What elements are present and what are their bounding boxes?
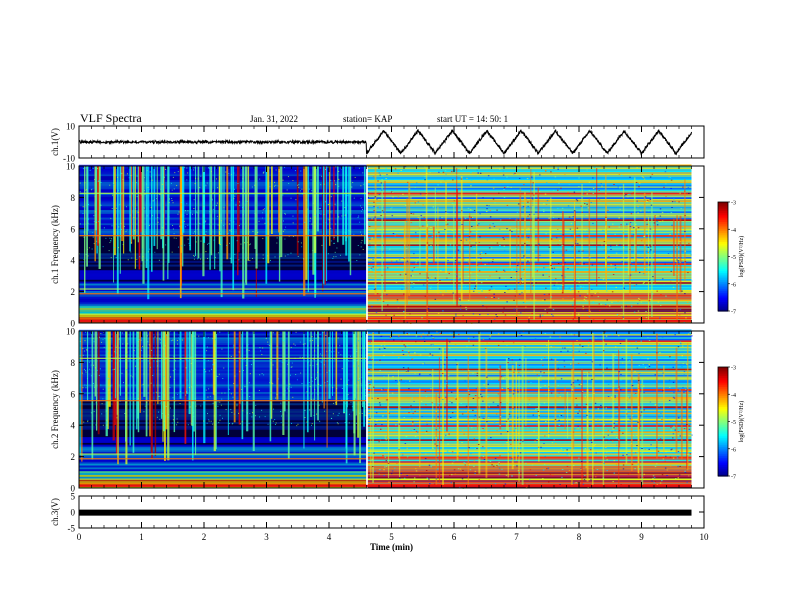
y-tick-label: 0	[71, 484, 76, 494]
ch1-spectrogram-ylabel: ch.1 Frequency (kHz)	[50, 205, 60, 284]
spectrogram-nodata	[691, 166, 704, 323]
ch3-waveform-ylabel: ch.3(V)	[50, 498, 60, 526]
y-tick-label: -10	[63, 154, 75, 164]
x-tick-label: 6	[452, 532, 457, 542]
x-axis-title: Time (min)	[370, 542, 413, 552]
ch3-waveform-line	[79, 509, 692, 516]
colorbar-label: log(PSD)(V²/Hz)	[738, 401, 745, 442]
ch2-spectrogram-image	[79, 329, 704, 489]
ch1-waveform-ylabel: ch.1(V)	[50, 128, 60, 156]
ch2-colorbar	[717, 366, 730, 477]
colorbar-tick-label: -3	[731, 366, 736, 372]
y-tick-label: 10	[66, 122, 76, 132]
x-tick-label: 9	[639, 532, 644, 542]
colorbar-tick-label: -5	[731, 255, 736, 261]
start-ut-label: start UT = 14: 50: 1	[437, 114, 509, 124]
colorbar-tick-label: -6	[731, 282, 736, 288]
x-tick-label: 10	[700, 532, 710, 542]
ch1-colorbar	[717, 201, 730, 312]
y-tick-label: 0	[71, 508, 76, 518]
colorbar-tick-label: -3	[731, 201, 736, 207]
y-tick-label: 2	[71, 287, 76, 297]
y-tick-label: 8	[71, 193, 76, 203]
x-tick-label: 1	[139, 532, 144, 542]
colorbar-label: log(PSD)(V²/Hz)	[738, 236, 745, 277]
transition-line	[366, 166, 368, 323]
date-label: Jan. 31, 2022	[250, 114, 298, 124]
x-tick-label: 5	[389, 532, 394, 542]
spectrogram-nodata	[691, 331, 704, 488]
y-tick-label: 10	[66, 162, 76, 172]
y-tick-label: 8	[71, 358, 76, 368]
colorbar-tick-label: -7	[731, 310, 736, 316]
y-tick-label: 4	[71, 421, 76, 431]
x-tick-label: 8	[577, 532, 582, 542]
ch1-spectrogram-image	[79, 164, 704, 324]
x-tick-label: 0	[77, 532, 82, 542]
transition-line	[366, 331, 368, 488]
colorbar-tick-label: -4	[731, 393, 736, 399]
colorbar-tick-label: -4	[731, 228, 736, 234]
y-tick-label: -5	[68, 524, 76, 534]
y-tick-label: 5	[71, 492, 76, 502]
x-tick-label: 4	[327, 532, 332, 542]
colorbar-tick-label: -7	[731, 475, 736, 481]
y-tick-label: 6	[71, 224, 76, 234]
colorbar-tick-label: -5	[731, 420, 736, 426]
low-frequency-band	[79, 484, 692, 487]
colorbar-tick-label: -6	[731, 447, 736, 453]
station-label: station= KAP	[343, 114, 393, 124]
y-tick-label: 10	[66, 327, 76, 337]
figure-title: VLF Spectra	[80, 111, 142, 125]
y-tick-label: 0	[71, 319, 76, 329]
y-tick-label: 6	[71, 389, 76, 399]
low-frequency-band	[79, 319, 692, 322]
ch1-waveform-line	[78, 128, 692, 156]
x-tick-label: 7	[514, 532, 519, 542]
y-tick-label: 4	[71, 256, 76, 266]
x-tick-label: 2	[202, 532, 207, 542]
y-tick-label: 2	[71, 452, 76, 462]
ch2-spectrogram-ylabel: ch.2 Frequency (kHz)	[50, 370, 60, 449]
x-tick-label: 3	[264, 532, 269, 542]
